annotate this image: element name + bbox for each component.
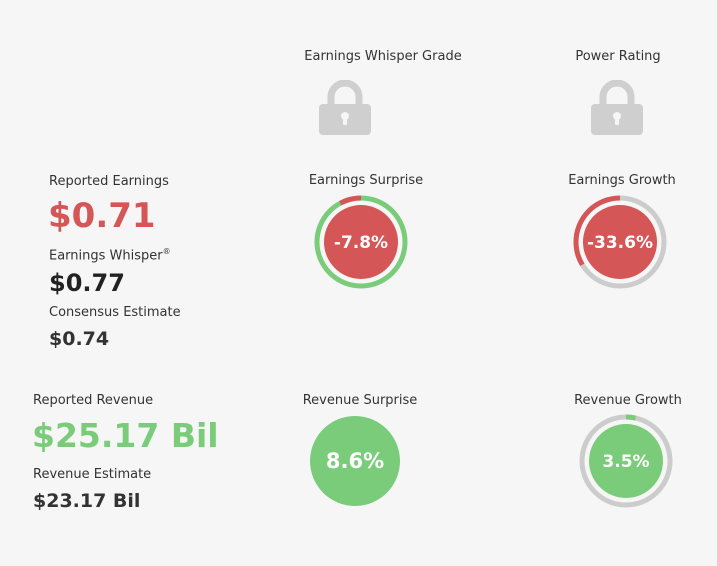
earnings-surprise-gauge: -7.8% — [314, 195, 408, 289]
earnings-growth-label: Earnings Growth — [568, 173, 676, 188]
consensus-estimate-value: $0.74 — [49, 328, 110, 350]
revenue-growth-label: Revenue Growth — [574, 393, 682, 408]
revenue-growth-arc — [579, 414, 673, 508]
grade-lock-icon[interactable] — [318, 80, 372, 136]
revenue-growth-value: 3.5% — [602, 452, 649, 472]
revenue-growth-disc — [589, 424, 663, 498]
revenue-surprise-disc — [310, 416, 400, 506]
earnings-surprise-label: Earnings Surprise — [308, 173, 424, 188]
earnings-growth-value: -33.6% — [587, 233, 653, 253]
reported-earnings-value: $0.71 — [48, 196, 156, 236]
earnings-growth-arc — [573, 195, 667, 289]
revenue-estimate-value: $23.17 Bil — [33, 490, 141, 512]
earnings-whisper-label: Earnings Whisper® — [49, 247, 171, 264]
power-rating-label: Power Rating — [575, 49, 661, 64]
reported-revenue-label: Reported Revenue — [33, 393, 154, 408]
earnings-surprise-arc — [314, 195, 408, 289]
earnings-surprise-value: -7.8% — [334, 233, 388, 253]
revenue-surprise-gauge: 8.6% — [310, 416, 400, 506]
revenue-growth-gauge: 3.5% — [579, 414, 673, 508]
revenue-surprise-value: 8.6% — [326, 449, 384, 473]
earnings-growth-disc — [583, 205, 657, 279]
consensus-estimate-label: Consensus Estimate — [49, 305, 181, 320]
power-lock-icon[interactable] — [590, 80, 644, 136]
reported-revenue-value: $25.17 Bil — [32, 416, 219, 455]
earnings-surprise-disc — [324, 205, 398, 279]
reported-earnings-label: Reported Earnings — [49, 174, 169, 189]
revenue-estimate-label: Revenue Estimate — [33, 467, 152, 482]
earnings-growth-gauge: -33.6% — [573, 195, 667, 289]
earnings-whisper-grade-label: Earnings Whisper Grade — [304, 49, 462, 64]
earnings-whisper-value: $0.77 — [49, 269, 125, 297]
revenue-surprise-label: Revenue Surprise — [302, 393, 418, 408]
